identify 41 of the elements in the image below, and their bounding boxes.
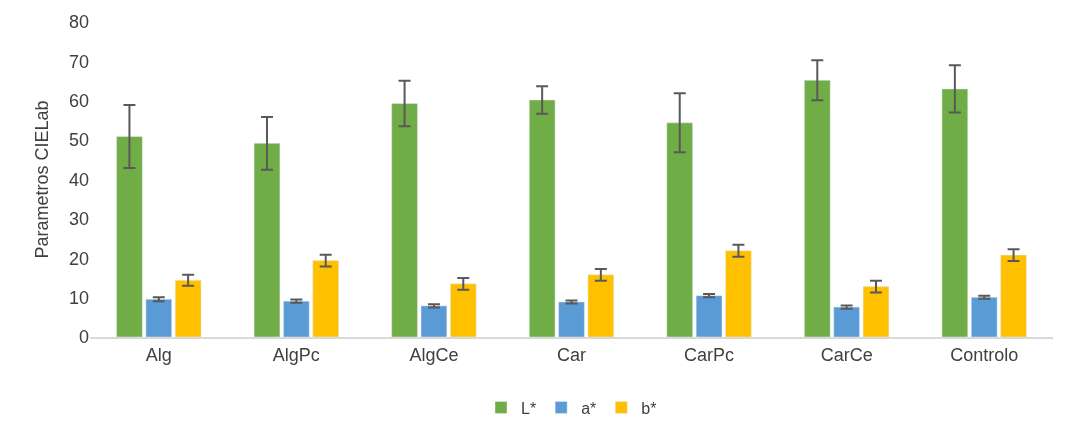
x-tick-label: Car [556,344,587,365]
x-tick-label: CarCe [820,344,873,365]
x-tick-label: AlgCe [409,344,459,365]
y-tick-label: 50 [68,130,89,151]
y-tick-label: 10 [68,287,89,308]
bar [116,136,143,337]
x-tick-label: Alg [145,344,172,365]
bar [941,88,969,337]
bar [283,300,310,337]
bar [558,301,585,337]
y-tick-label: 80 [68,12,89,33]
bar [666,122,693,337]
bar [695,295,723,337]
y-tick-label: 20 [68,248,89,269]
bar [804,80,831,337]
y-tick-label: 70 [68,51,89,72]
legend-label: L* [521,399,537,417]
y-tick-label: 30 [68,209,89,230]
bar [725,250,752,337]
bar [312,260,339,337]
x-tick-label: CarPc [684,344,735,365]
bar [528,99,556,337]
x-tick-label: Controlo [950,344,1019,365]
bar [420,305,448,337]
legend-label: a* [581,399,597,417]
y-axis-title: Parametros CIELab [32,100,53,259]
bar [391,103,418,337]
legend-label: b* [641,399,657,417]
y-tick-label: 40 [68,169,89,190]
bar [450,283,477,337]
bar [971,296,998,337]
y-tick-label: 60 [68,91,89,112]
bar [833,306,860,337]
bar [145,298,172,337]
bar [1000,254,1027,337]
bar [174,280,202,337]
bar [587,274,615,337]
x-tick-label: AlgPc [272,344,320,365]
bar [253,143,281,337]
y-tick-label: 0 [78,327,89,348]
bar [862,286,890,337]
